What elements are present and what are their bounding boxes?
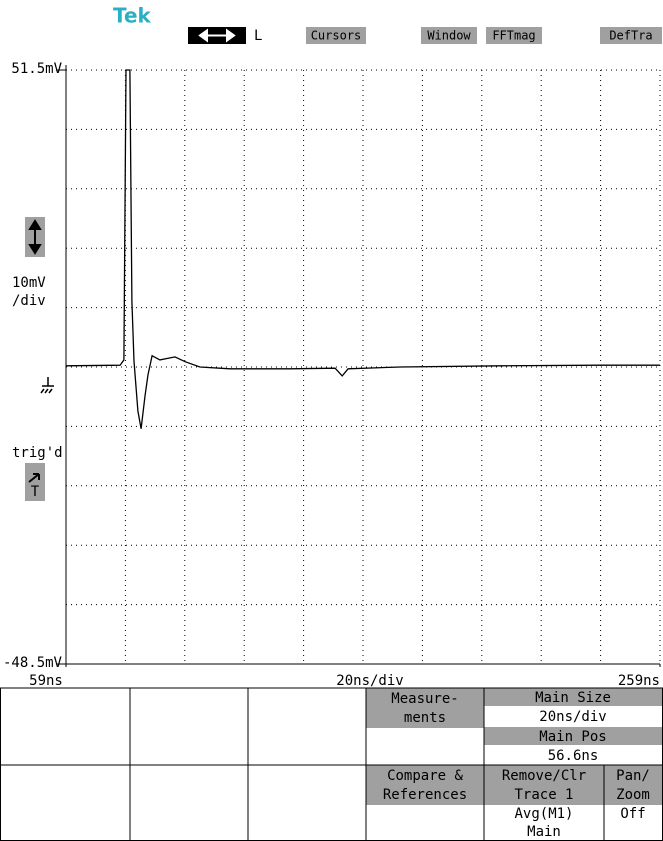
menu-text[interactable]: Main Size — [535, 690, 611, 706]
menu-value: 56.6ns — [548, 748, 599, 764]
menu-text[interactable]: Trace 1 — [514, 787, 573, 803]
ground-marker — [40, 377, 54, 394]
trigger-status: trig'd — [12, 445, 63, 461]
brand: Tek — [113, 4, 152, 28]
trigger-box[interactable] — [25, 463, 45, 501]
button-bg[interactable] — [600, 27, 662, 44]
button[interactable]: Window — [427, 29, 471, 43]
y-tick-label: 51.5mV — [11, 61, 62, 77]
button-bg[interactable] — [421, 27, 477, 44]
button-bg[interactable] — [486, 27, 542, 44]
trigger-arrow — [28, 473, 40, 483]
updown-arrow — [28, 219, 42, 255]
menu-value: Off — [620, 806, 645, 822]
trigger-source: T — [31, 484, 40, 500]
mode-label: L — [254, 28, 262, 44]
y-label: 10mV — [12, 275, 46, 291]
menu-text[interactable]: Pan/ — [616, 768, 650, 784]
menu-text[interactable]: References — [383, 787, 467, 803]
waveform — [65, 69, 660, 429]
x-label: 20ns/div — [336, 673, 403, 689]
menu-bg[interactable] — [484, 727, 663, 745]
menu-bg[interactable] — [366, 688, 484, 728]
menu-value: 20ns/div — [539, 709, 606, 725]
button-bg[interactable] — [306, 27, 366, 44]
y-tick-label: -48.5mV — [3, 655, 63, 671]
x-tick-label: 259ns — [618, 673, 660, 689]
menu-text[interactable]: Remove/Clr — [502, 768, 586, 784]
menu-text[interactable]: Zoom — [616, 787, 650, 803]
menu-value: Main — [527, 824, 561, 840]
menu-bg[interactable] — [366, 765, 484, 805]
menu-bg[interactable] — [604, 765, 663, 805]
menu-bg[interactable] — [484, 765, 604, 805]
button[interactable]: Cursors — [311, 29, 362, 43]
mode-arrow — [198, 28, 236, 43]
button[interactable]: FFTmag — [492, 29, 535, 43]
plot: 51.5mV -48.5mV 59ns 259ns — [3, 61, 661, 689]
menu-text[interactable]: Compare & — [387, 768, 463, 784]
menu-value: Avg(M1) — [514, 806, 573, 822]
menu-bg[interactable] — [484, 688, 663, 706]
y-label: /div — [12, 293, 46, 309]
x-tick-label: 59ns — [29, 673, 63, 689]
button[interactable]: DefTra — [609, 29, 652, 43]
menu-text[interactable]: ments — [404, 710, 446, 726]
menu-text[interactable]: Measure- — [391, 691, 458, 707]
menu-text[interactable]: Main Pos — [539, 729, 606, 745]
menu: Measure- ments Main Size 20ns/div Main P… — [0, 687, 663, 841]
